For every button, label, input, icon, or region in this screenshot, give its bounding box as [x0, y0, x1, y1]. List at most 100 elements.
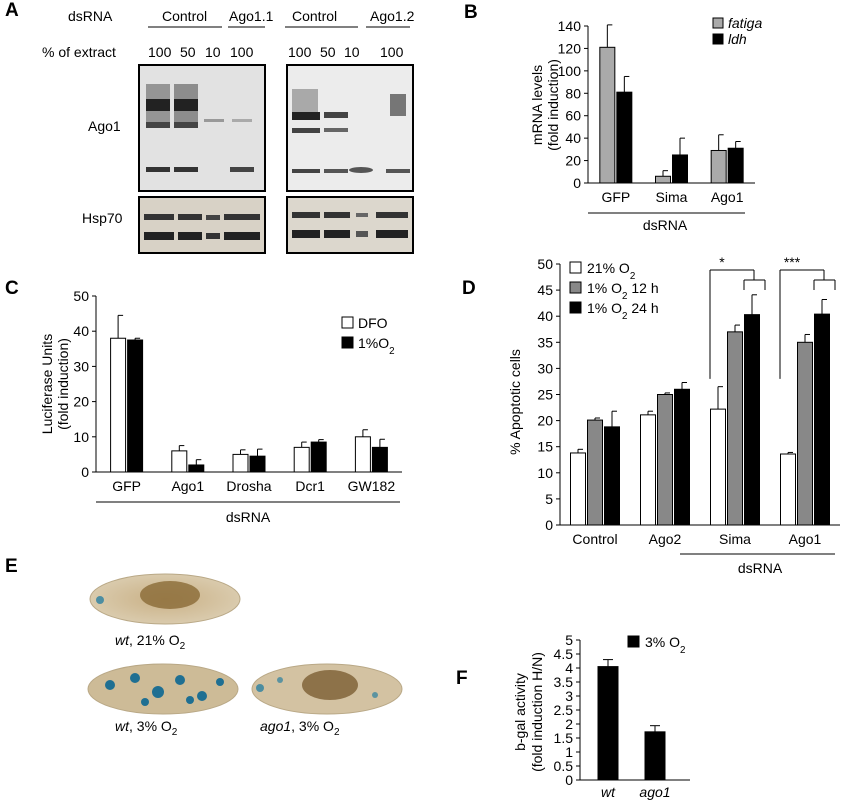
legend-label: 1% O2 12 h [587, 280, 659, 302]
extract-label: % of extract [42, 44, 116, 60]
y-axis-label: (fold induction) [55, 338, 71, 430]
legend-swatch [341, 316, 354, 329]
bar [604, 426, 620, 526]
y-tick-label: 50 [73, 288, 89, 304]
category-label: Dcr1 [295, 478, 325, 494]
y-tick-label: 2.5 [554, 702, 574, 718]
category-label: ago1 [639, 784, 670, 800]
y-tick-label: 35 [537, 334, 553, 350]
bar [570, 452, 586, 526]
legend-label: 1% O2 24 h [587, 300, 659, 322]
bar [188, 464, 205, 473]
chart-f: 00.511.522.533.544.55 wt ago1 b-gal activit… [512, 632, 690, 800]
group-ago12: Ago1.2 [370, 8, 415, 24]
legend-label: DFO [358, 315, 388, 331]
blot-hsp70-left [138, 196, 266, 254]
lane-right-3: 10 [344, 44, 360, 60]
legend-swatch [712, 33, 724, 45]
bar [674, 388, 690, 526]
y-tick-label: 20 [565, 153, 581, 169]
y-axis-label: (fold induction) [545, 59, 561, 151]
category-label: Control [572, 531, 617, 547]
bar [814, 313, 830, 526]
category-label: Ago1 [171, 478, 204, 494]
lane-right-1: 100 [288, 44, 312, 60]
x-axis-label: dsRNA [226, 509, 271, 525]
bar [672, 154, 688, 184]
y-tick-label: 0 [81, 464, 89, 480]
embryo-caption-2: wt, 3% O2 [115, 718, 178, 738]
chart-b: 0 20 40 60 80 100 120 140 GFP Sima Ago1 mRNA levels… [529, 15, 762, 233]
bar [310, 441, 327, 473]
legend-swatch [569, 261, 582, 274]
bar [599, 46, 616, 184]
bar [797, 341, 813, 526]
lane-left-1: 100 [148, 44, 172, 60]
y-tick-label: 45 [537, 282, 553, 298]
group-control-left: Control [162, 8, 208, 24]
bar [354, 436, 371, 473]
y-tick-label: 20 [537, 413, 553, 429]
legend-label: fatiga [728, 15, 762, 31]
y-tick-label: 4 [565, 660, 573, 676]
bar [293, 446, 310, 473]
category-label: Drosha [226, 478, 271, 494]
chart-c: 0 10 20 30 40 50 GFP Ago1 Drosha Dcr1 GW182 Lucifer… [40, 288, 402, 525]
y-tick-label: 10 [537, 465, 553, 481]
category-label: Sima [656, 189, 688, 205]
y-tick-label: 0 [545, 517, 553, 533]
blot-ago1-right [286, 64, 414, 192]
y-axis-label: (fold induction H/N) [529, 652, 545, 772]
lane-right-2: 50 [320, 44, 336, 60]
legend-swatch [569, 281, 582, 294]
y-axis-label: Luciferase Units [40, 334, 55, 434]
lane-right-4: 100 [380, 44, 404, 60]
y-tick-label: 2 [565, 716, 573, 732]
y-axis-label: % Apoptotic cells [507, 349, 523, 455]
bar [655, 175, 671, 184]
bar [127, 339, 144, 473]
y-tick-label: 30 [537, 360, 553, 376]
category-label: wt [601, 784, 616, 800]
category-label: Ago2 [649, 531, 682, 547]
bar [780, 453, 796, 526]
category-label: Ago1 [789, 531, 822, 547]
bar [710, 149, 727, 184]
y-tick-label: 40 [565, 130, 581, 146]
y-tick-label: 100 [558, 63, 582, 79]
blot-hsp70-right [286, 196, 414, 254]
lane-left-3: 10 [205, 44, 221, 60]
x-axis-label: dsRNA [643, 217, 688, 233]
bar [644, 731, 666, 781]
group-control-right: Control [292, 8, 338, 24]
y-tick-label: 0 [565, 772, 573, 788]
y-tick-label: 3 [565, 688, 573, 704]
legend-swatch [569, 301, 582, 314]
y-tick-label: 60 [565, 108, 581, 124]
bar [657, 394, 673, 526]
legend-label: 3% O2 [645, 634, 685, 656]
embryo-caption-1: wt, 21% O2 [115, 632, 186, 652]
legend-swatch [627, 635, 640, 648]
embryo-images [87, 573, 403, 715]
bar [587, 419, 603, 526]
y-tick-label: 3.5 [554, 674, 574, 690]
category-label: GW182 [348, 478, 396, 494]
dsrna-label: dsRNA [68, 8, 113, 24]
y-tick-label: 5 [565, 632, 573, 648]
y-tick-label: 140 [558, 18, 582, 34]
y-tick-label: 0 [573, 175, 581, 191]
legend-label: 1%O2 [358, 335, 395, 357]
bar [171, 450, 188, 473]
y-tick-label: 1 [565, 744, 573, 760]
y-tick-label: 120 [558, 40, 582, 56]
panel-letter-a: A [5, 0, 19, 21]
y-tick-label: 80 [565, 85, 581, 101]
category-label: Ago1 [711, 189, 744, 205]
y-tick-label: 10 [73, 429, 89, 445]
y-axis-label: mRNA levels [529, 65, 545, 145]
chart-d: 0 5 10 15 20 25 30 35 40 45 50 Control Ago2 Sima Ago1%… [507, 254, 840, 576]
group-underlines [148, 26, 410, 28]
lane-left-4: 100 [230, 44, 254, 60]
panel-letter-d: D [462, 278, 476, 299]
